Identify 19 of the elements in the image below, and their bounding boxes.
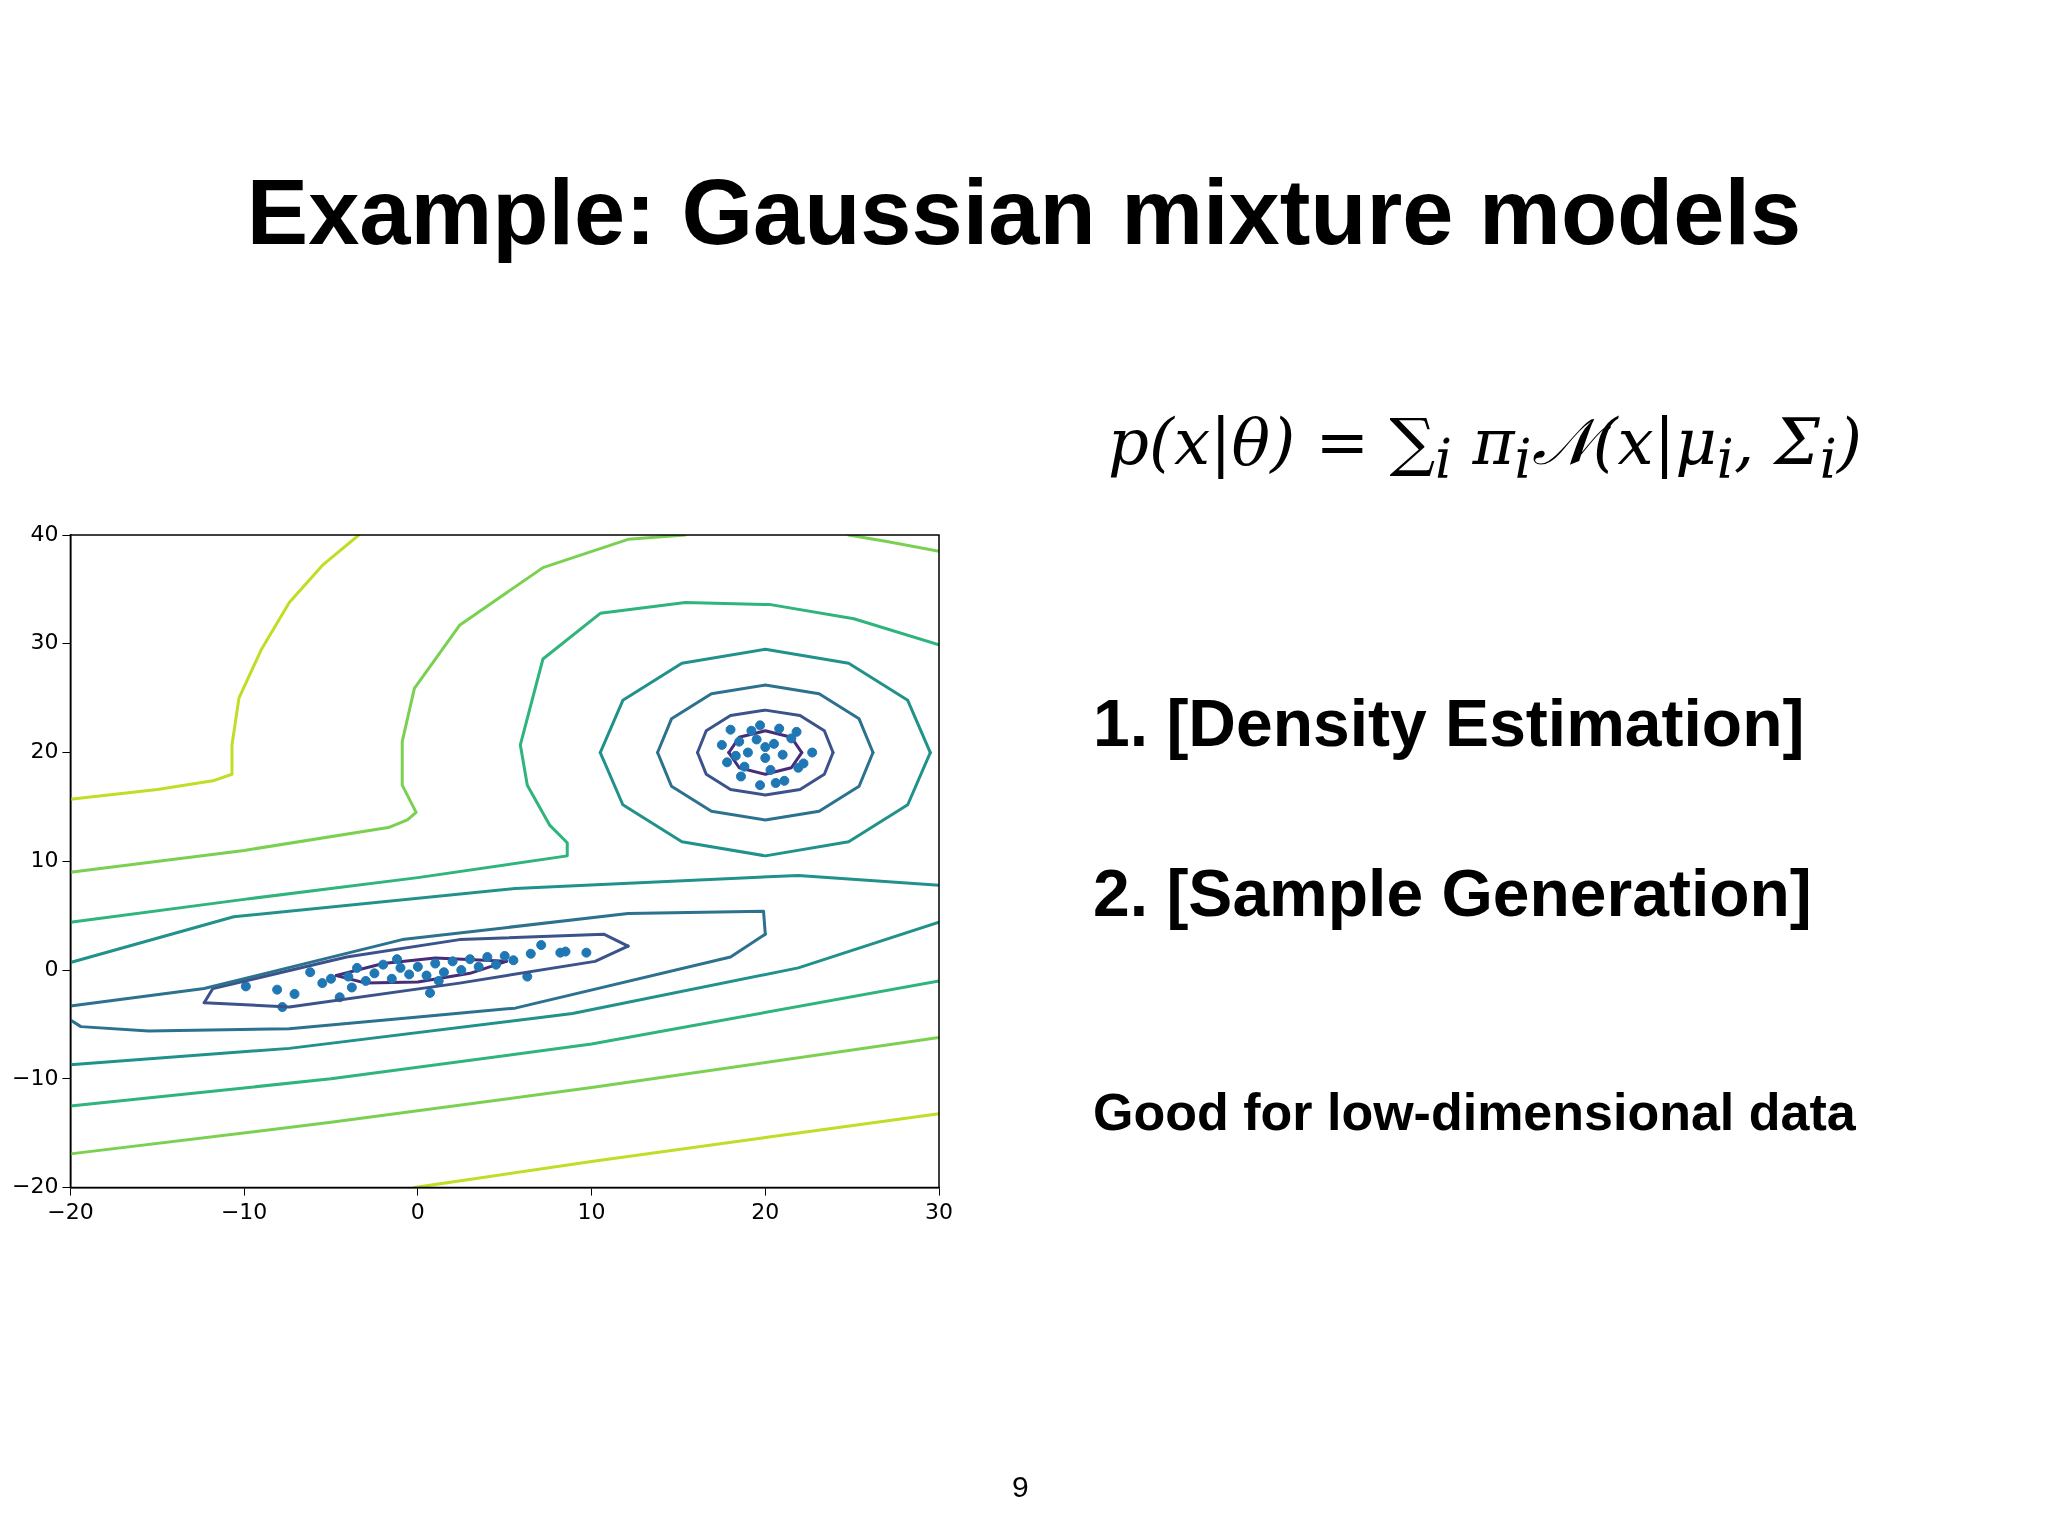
y-tick-label: 0: [44, 955, 59, 981]
y-tick-label: −20: [11, 1173, 59, 1199]
x-tick-label: −20: [47, 1198, 94, 1224]
x-tick-label: 0: [410, 1198, 425, 1224]
y-tick-label: 40: [30, 520, 59, 546]
y-tick-label: 20: [30, 738, 59, 764]
x-tick-label: −10: [220, 1198, 268, 1224]
x-tick-label: 10: [577, 1198, 606, 1224]
y-tick-label: 30: [30, 629, 59, 655]
y-tick-label: 10: [30, 847, 59, 873]
text: 9: [1012, 1470, 1029, 1504]
y-tick-label: −10: [11, 1064, 59, 1090]
text: 2. [Sample Generation]: [1093, 855, 1812, 931]
text: Good for low-dimensional data: [1093, 1082, 1856, 1142]
x-tick-label: 30: [925, 1198, 953, 1224]
x-tick-label: 20: [751, 1198, 780, 1224]
text: p(x|θ) = ∑$_{i}$ π$_{i}$𝒩(x|μ$_{i}$, Σ$_{i}$): [1108, 405, 1862, 491]
text: 1. [Density Estimation]: [1093, 685, 1805, 761]
chart-title: Example: Gaussian mixture models: [245, 160, 1803, 265]
